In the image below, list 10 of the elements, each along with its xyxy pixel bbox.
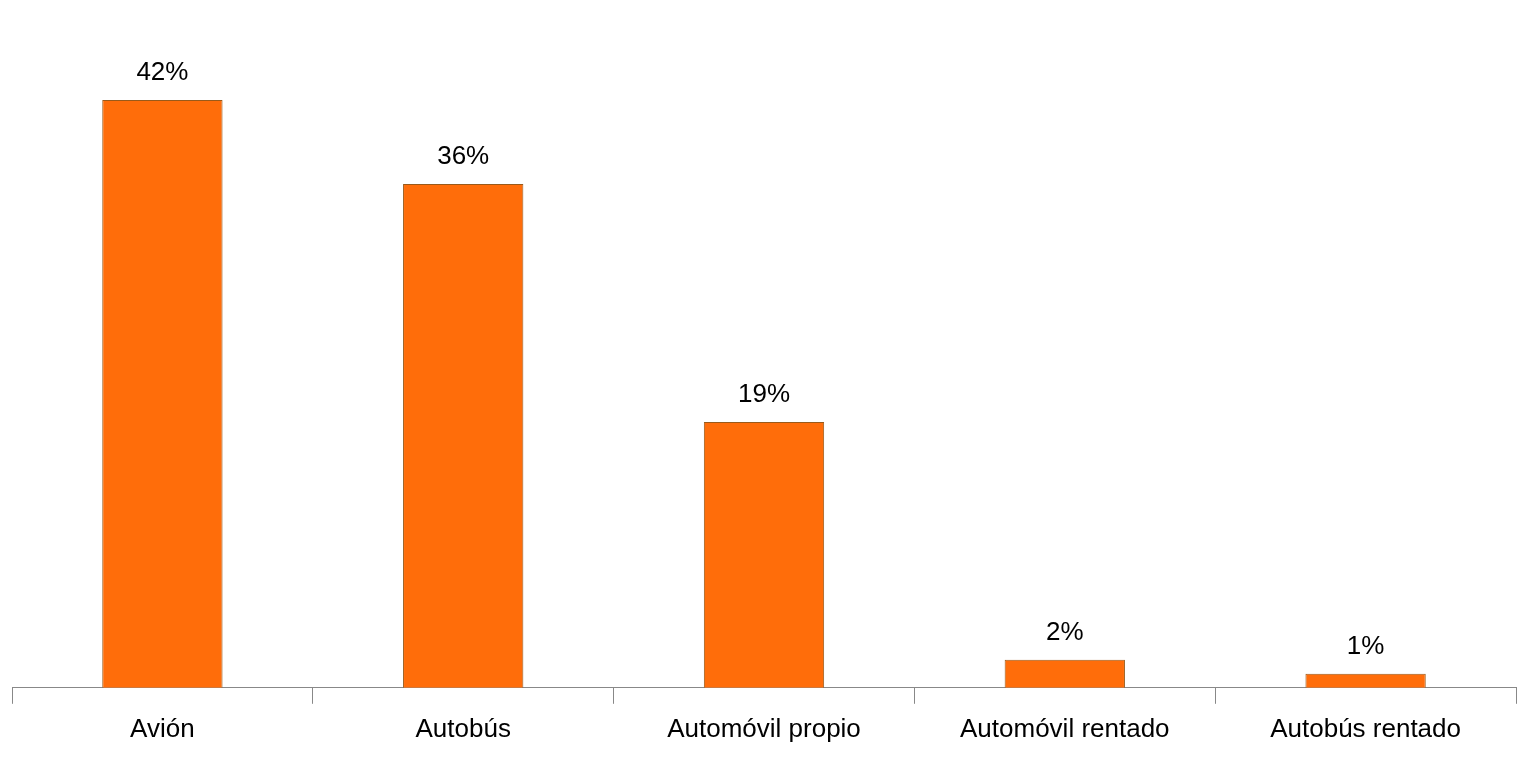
data-label: 19% — [737, 378, 791, 409]
x-tick-label: Autobús — [415, 712, 511, 743]
x-tick-label: Autobús rentado — [1270, 712, 1462, 743]
data-label: 2% — [1046, 615, 1084, 646]
x-tick-label: Avión — [130, 712, 195, 743]
x-tick-label: Automóvil propio — [667, 712, 861, 743]
x-tick-label: Automóvil rentado — [960, 712, 1170, 743]
data-label: 42% — [136, 56, 189, 87]
data-label: 1% — [1346, 629, 1385, 660]
data-label: 36% — [437, 140, 490, 171]
